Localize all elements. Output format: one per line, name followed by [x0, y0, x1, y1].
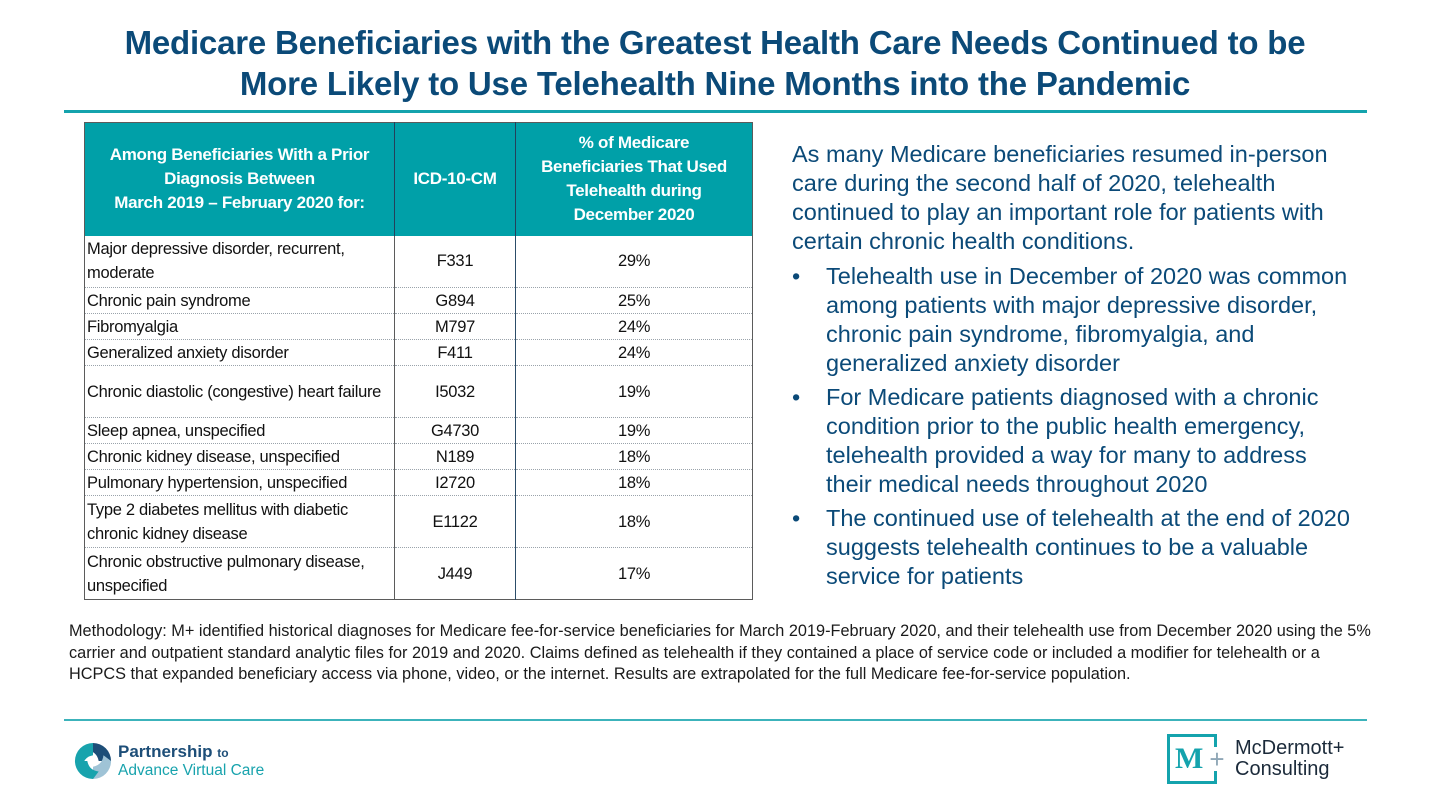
pct-cell: 18%	[515, 495, 753, 548]
condition-cell: Chronic diastolic (congestive) heart fai…	[84, 365, 395, 418]
table-row: Chronic diastolic (congestive) heart fai…	[84, 365, 753, 418]
finding-text: The continued use of telehealth at the e…	[826, 505, 1350, 589]
mcdermott-logo: M + McDermott+ Consulting	[1167, 734, 1344, 784]
table-row: Type 2 diabetes mellitus with diabetic c…	[84, 495, 753, 548]
partnership-word: Partnership	[118, 742, 213, 761]
bullet-icon: •	[792, 505, 801, 531]
pct-cell: 25%	[515, 287, 753, 314]
partnership-logo-text: Partnership to Advance Virtual Care	[118, 743, 264, 779]
header-pct-line: Beneficiaries That Used	[541, 157, 727, 177]
icd-code-cell: G4730	[394, 417, 516, 444]
key-findings-panel: As many Medicare beneficiaries resumed i…	[792, 140, 1352, 596]
header-condition-line: Among Beneficiaries With a Prior	[109, 145, 370, 165]
pct-cell: 24%	[515, 339, 753, 366]
page-title-line-2: More Likely to Use Telehealth Nine Month…	[239, 65, 1191, 102]
telehealth-diagnosis-table: Among Beneficiaries With a Prior Diagnos…	[84, 122, 753, 600]
title-divider	[64, 110, 1367, 113]
finding-item: • The continued use of telehealth at the…	[792, 504, 1352, 591]
mcdermott-logo-text: McDermott+ Consulting	[1235, 738, 1344, 780]
icd-code-cell: F331	[394, 235, 516, 288]
header-telehealth-pct: % of Medicare Beneficiaries That Used Te…	[515, 122, 753, 236]
partnership-logo-line-2: Advance Virtual Care	[118, 762, 265, 779]
condition-cell: Chronic pain syndrome	[84, 287, 395, 314]
table-row: Chronic obstructive pulmonary disease, u…	[84, 547, 753, 600]
icd-code-cell: I2720	[394, 469, 516, 496]
pct-cell: 19%	[515, 417, 753, 444]
finding-text: For Medicare patients diagnosed with a c…	[826, 384, 1319, 497]
icd-code-cell: F411	[394, 339, 516, 366]
icd-code-cell: I5032	[394, 365, 516, 418]
icd-code-cell: N189	[394, 443, 516, 470]
condition-cell: Sleep apnea, unspecified	[84, 417, 395, 444]
pct-cell: 18%	[515, 469, 753, 496]
table-row: Pulmonary hypertension, unspecified I272…	[84, 469, 753, 496]
footer-divider	[64, 719, 1367, 721]
header-pct-line: Telehealth during	[566, 181, 702, 201]
findings-intro: As many Medicare beneficiaries resumed i…	[792, 141, 1328, 254]
table-row: Chronic kidney disease, unspecified N189…	[84, 443, 753, 470]
pct-cell: 18%	[515, 443, 753, 470]
table-row: Fibromyalgia M797 24%	[84, 313, 753, 340]
header-condition: Among Beneficiaries With a Prior Diagnos…	[84, 122, 395, 236]
header-condition-line: March 2019 – February 2020 for:	[114, 193, 365, 213]
condition-cell: Major depressive disorder, recurrent, mo…	[84, 235, 395, 288]
findings-list: • Telehealth use in December of 2020 was…	[792, 262, 1352, 591]
icd-code-cell: G894	[394, 287, 516, 314]
pinwheel-icon	[74, 742, 112, 780]
header-condition-line: Diagnosis Between	[164, 169, 315, 189]
table-row: Major depressive disorder, recurrent, mo…	[84, 235, 753, 288]
pct-cell: 24%	[515, 313, 753, 340]
icd-code-cell: J449	[394, 547, 516, 600]
icd-code-cell: M797	[394, 313, 516, 340]
finding-text: Telehealth use in December of 2020 was c…	[826, 263, 1348, 376]
condition-cell: Fibromyalgia	[84, 313, 395, 340]
methodology-note: Methodology: M+ identified historical di…	[69, 622, 1371, 683]
page-title-line-1: Medicare Beneficiaries with the Greatest…	[124, 24, 1306, 61]
partnership-logo-line-1: Partnership to	[118, 743, 264, 762]
m-plus-icon: M +	[1167, 734, 1226, 784]
table-header-row: Among Beneficiaries With a Prior Diagnos…	[84, 122, 753, 236]
condition-cell: Pulmonary hypertension, unspecified	[84, 469, 395, 496]
pct-cell: 19%	[515, 365, 753, 418]
table-row: Sleep apnea, unspecified G4730 19%	[84, 417, 753, 444]
finding-item: • Telehealth use in December of 2020 was…	[792, 262, 1352, 378]
condition-cell: Type 2 diabetes mellitus with diabetic c…	[84, 495, 395, 548]
table-row: Generalized anxiety disorder F411 24%	[84, 339, 753, 366]
condition-cell: Generalized anxiety disorder	[84, 339, 395, 366]
pct-cell: 29%	[515, 235, 753, 288]
partnership-to: to	[217, 746, 229, 760]
pct-cell: 17%	[617, 564, 651, 583]
partnership-logo: Partnership to Advance Virtual Care	[74, 741, 264, 781]
condition-cell: Chronic obstructive pulmonary disease, u…	[84, 547, 395, 600]
condition-cell: Chronic kidney disease, unspecified	[84, 443, 395, 470]
table-row: Chronic pain syndrome G894 25%	[84, 287, 753, 314]
m-mark: M	[1175, 742, 1204, 775]
bullet-icon: •	[792, 384, 801, 410]
finding-item: • For Medicare patients diagnosed with a…	[792, 383, 1352, 499]
mcdermott-line-1: McDermott+	[1235, 737, 1345, 759]
bullet-icon: •	[792, 263, 801, 289]
header-pct-line: December 2020	[573, 205, 695, 225]
icd-code-cell: E1122	[394, 495, 516, 548]
header-pct-line: % of Medicare	[578, 133, 690, 153]
header-icd-code: ICD-10-CM	[394, 122, 516, 236]
mcdermott-line-2: Consulting	[1235, 758, 1330, 780]
page-title: Medicare Beneficiaries with the Greatest…	[60, 22, 1370, 104]
plus-mark: +	[1208, 744, 1226, 774]
